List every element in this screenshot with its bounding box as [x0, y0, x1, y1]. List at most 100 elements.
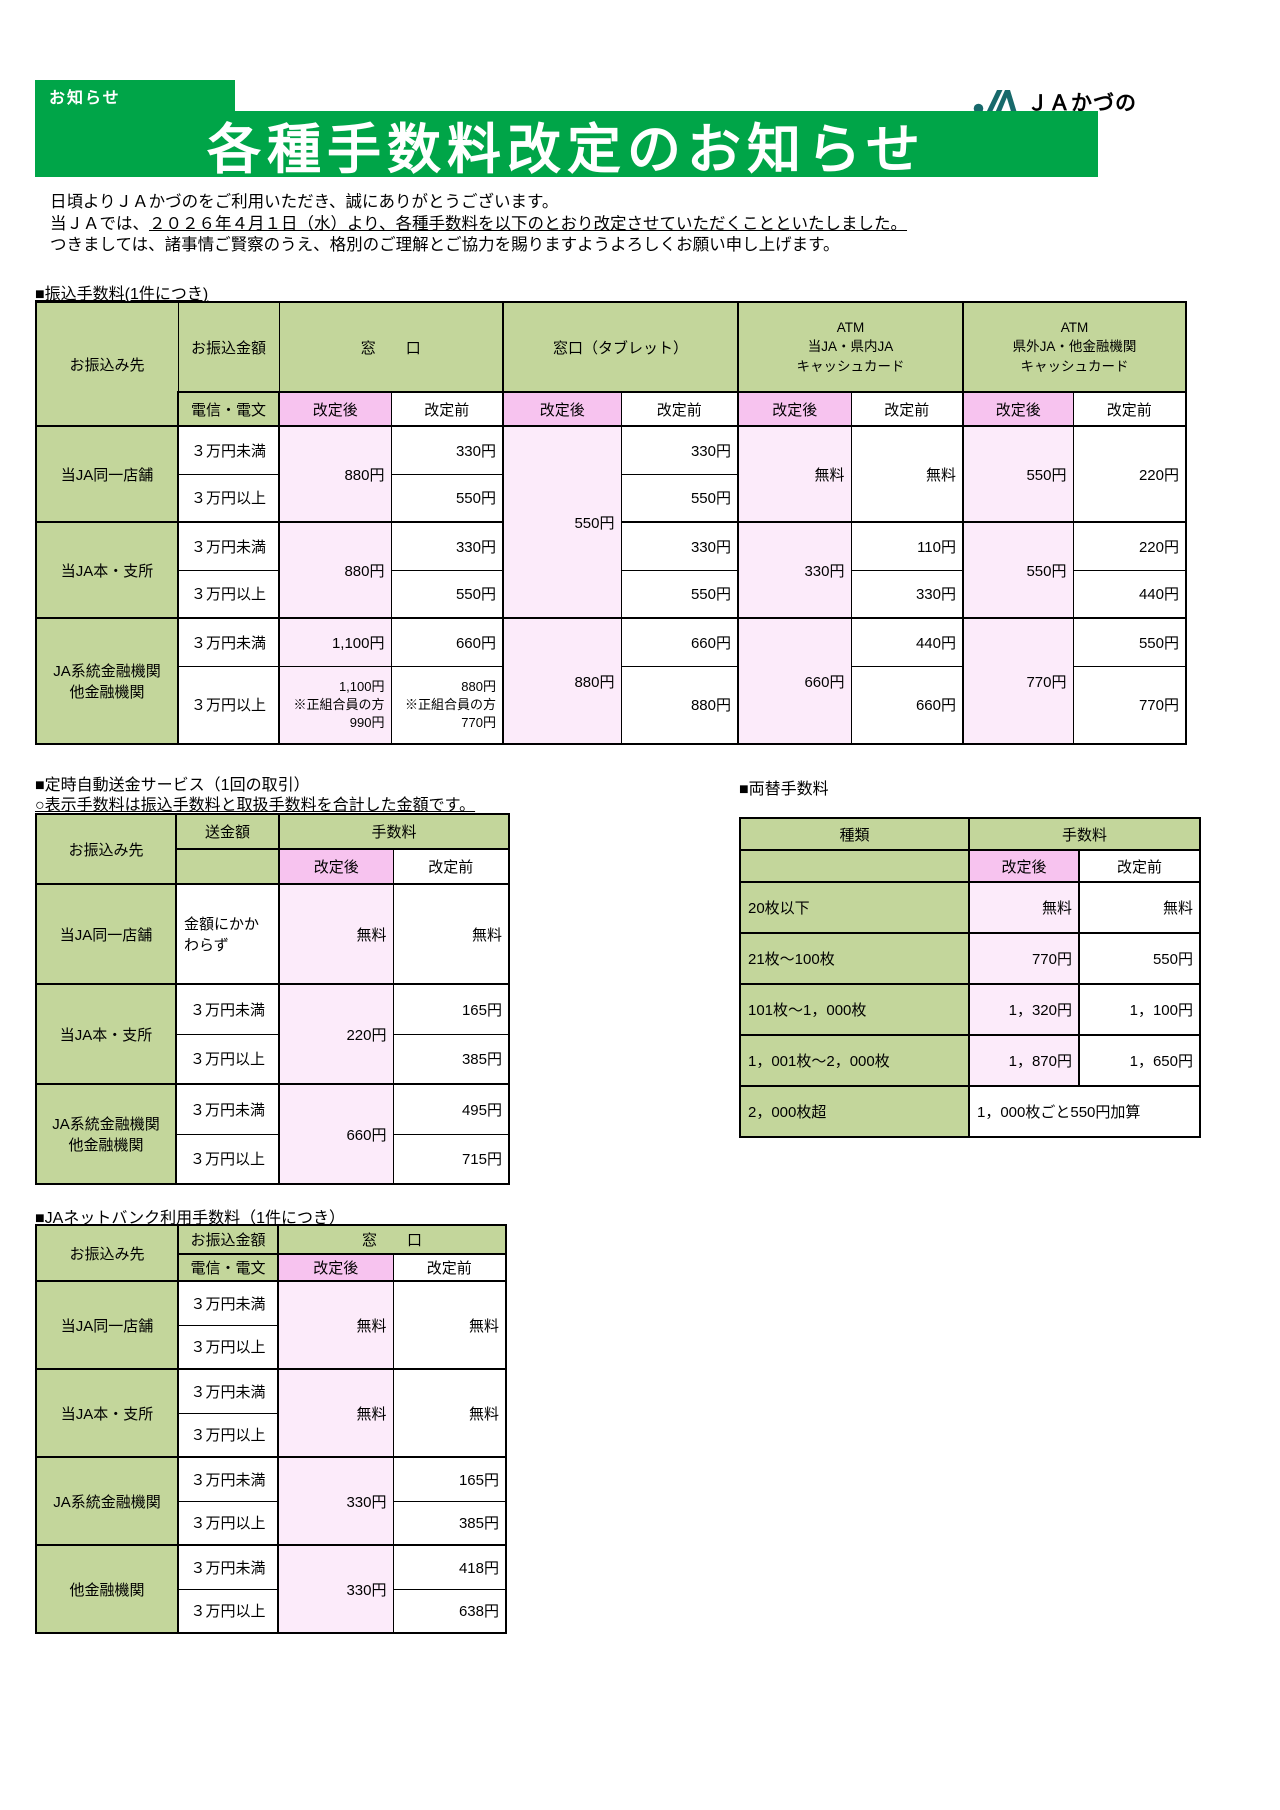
- fee-cell: 880円: [620, 665, 739, 745]
- fee-cell: 330円: [277, 1456, 394, 1546]
- th-before: 改定前: [850, 391, 964, 427]
- fee-cell: 110円: [850, 521, 964, 571]
- empty-cell: [175, 848, 280, 885]
- fee-cell: 660円: [737, 617, 852, 745]
- exchange-fee-table: 種類 手数料 改定後 改定前 20枚以下 無料 無料 21枚～100枚 770円…: [739, 817, 1201, 1138]
- th-counter: 窓 口: [277, 1224, 507, 1255]
- transfer-table-caption: ■振込手数料(1件につき): [35, 286, 209, 303]
- revision-date-text: ２０２６年４月１日（水）より、各種手数料を以下のとおり改定させていただくこととい…: [149, 214, 908, 233]
- exchange-caption: ■両替手数料: [739, 781, 829, 798]
- row-label: JA系統金融機関 他金融機関: [35, 1083, 177, 1185]
- row-label: JA系統金融機関 他金融機関: [35, 617, 179, 745]
- amount-label: ３万円未満: [177, 1280, 279, 1326]
- fee-cell: 330円: [620, 425, 739, 475]
- fee-cell: 無料: [1078, 881, 1201, 934]
- fee-cell: 550円: [502, 425, 622, 619]
- brand-name: ＪＡかづの: [1027, 91, 1137, 115]
- fee-cell: 無料: [968, 881, 1080, 934]
- fee-cell: 880円: [278, 521, 392, 619]
- row-label: 21枚～100枚: [739, 932, 970, 985]
- th-atm-inside: ATM 当JA・県内JA キャッシュカード: [737, 301, 964, 393]
- fee-cell: 330円: [737, 521, 852, 619]
- fee-cell: 715円: [392, 1133, 510, 1185]
- amount-label: ３万円未満: [177, 425, 280, 475]
- amount-label: ３万円未満: [175, 983, 280, 1035]
- amount-label: ３万円未満: [177, 1456, 279, 1502]
- amount-label: ３万円未満: [177, 617, 280, 667]
- ja-logo-icon: [973, 84, 1017, 119]
- th-after: 改定後: [737, 391, 852, 427]
- intro-line-2: 当ＪＡでは、２０２６年４月１日（水）より、各種手数料を以下のとおり改定させていた…: [50, 214, 908, 233]
- netbank-caption: ■JAネットバンク利用手数料（1件につき）: [35, 1210, 346, 1227]
- netbank-fee-table: お振込み先 お振込金額 窓 口 電信・電文 改定後 改定前 当JA同一店舗 ３万…: [35, 1224, 507, 1634]
- fee-cell: 550円: [962, 425, 1074, 523]
- intro-line-3: つきましては、諸事情ご賢察のうえ、格別のご理解とご協力を賜りますようよろしくお願…: [50, 236, 840, 254]
- fee-cell: 880円 ※正組合員の方 770円: [390, 665, 504, 745]
- fee-cell: 無料: [392, 883, 510, 985]
- fee-cell: 220円: [1072, 521, 1187, 571]
- fee-cell: 660円: [278, 1083, 394, 1185]
- amount-label: ３万円以上: [175, 1133, 280, 1185]
- amount-label: ３万円以上: [177, 1588, 279, 1634]
- autoremit-fee-table: お振込み先 送金額 手数料 改定後 改定前 当JA同一店舗 金額にかか わらず …: [35, 813, 510, 1185]
- th-tablet: 窓口（タブレット）: [502, 301, 739, 393]
- fee-cell: 無料: [277, 1280, 394, 1370]
- th-counter: 窓 口: [278, 301, 504, 393]
- th-destination: お振込み先: [35, 301, 179, 427]
- page-title: 各種手数料改定のお知らせ: [207, 119, 926, 180]
- fee-cell: 770円: [1072, 665, 1187, 745]
- fee-cell: 550円: [620, 473, 739, 523]
- th-amount: お振込金額: [177, 301, 280, 393]
- transfer-fee-table: お振込み先 お振込金額 窓 口 窓口（タブレット） ATM 当JA・県内JA キ…: [35, 301, 1187, 745]
- fee-cell: 550円: [390, 569, 504, 619]
- th-atm-outside: ATM 県外JA・他金融機関 キャッシュカード: [962, 301, 1187, 393]
- th-after: 改定後: [278, 391, 392, 427]
- fee-cell: 440円: [1072, 569, 1187, 619]
- fee-cell: 418円: [392, 1544, 507, 1590]
- th-wire: 電信・電文: [177, 1253, 279, 1282]
- autoremit-subcaption: ○表示手数料は振込手数料と取扱手数料を合計した金額です。: [35, 797, 476, 814]
- th-wire: 電信・電文: [177, 391, 280, 427]
- notice-tab: お知らせ: [35, 80, 235, 111]
- empty-cell: [739, 849, 970, 883]
- brand: ＪＡかづの: [973, 84, 1137, 119]
- title-banner: 各種手数料改定のお知らせ: [35, 111, 1098, 180]
- fee-cell: 無料: [278, 883, 394, 985]
- fee-cell: 330円: [277, 1544, 394, 1634]
- amount-label: ３万円未満: [177, 1368, 279, 1414]
- fee-cell: 550円: [962, 521, 1074, 619]
- fee-note-cell: 1，000枚ごと550円加算: [968, 1085, 1201, 1138]
- fee-cell: 330円: [620, 521, 739, 571]
- th-before: 改定前: [620, 391, 739, 427]
- autoremit-caption: ■定時自動送金サービス（1回の取引）: [35, 777, 310, 794]
- fee-cell: 無料: [737, 425, 852, 523]
- amount-label: ３万円未満: [175, 1083, 280, 1135]
- fee-cell: 1,100円: [278, 617, 392, 667]
- row-label: 101枚～1，000枚: [739, 983, 970, 1036]
- amount-label: ３万円未満: [177, 521, 280, 571]
- fee-cell: 220円: [1072, 425, 1187, 523]
- notice-tab-label: お知らせ: [49, 89, 121, 107]
- th-destination: お振込み先: [35, 1224, 179, 1282]
- intro-line-1: 日頃よりＪＡかづのをご利用いただき、誠にありがとうございます。: [50, 193, 559, 211]
- row-label: 当JA本・支所: [35, 1368, 179, 1458]
- th-amount: お振込金額: [177, 1224, 279, 1255]
- th-before: 改定前: [1078, 849, 1201, 883]
- th-after: 改定後: [968, 849, 1080, 883]
- fee-cell: 550円: [620, 569, 739, 619]
- amount-label: ３万円以上: [177, 1500, 279, 1546]
- fee-cell: 550円: [1072, 617, 1187, 667]
- fee-cell: 1，100円: [1078, 983, 1201, 1036]
- fee-cell: 880円: [278, 425, 392, 523]
- fee-cell: 無料: [392, 1280, 507, 1370]
- th-before: 改定前: [392, 1253, 507, 1282]
- amount-label: ３万円以上: [177, 1324, 279, 1370]
- row-label: 20枚以下: [739, 881, 970, 934]
- fee-cell: 440円: [850, 617, 964, 667]
- fee-cell: 330円: [390, 521, 504, 571]
- th-before: 改定前: [392, 848, 510, 885]
- th-after: 改定後: [502, 391, 622, 427]
- fee-cell: 495円: [392, 1083, 510, 1135]
- intro-text: 日頃よりＪＡかづのをご利用いただき、誠にありがとうございます。 当ＪＡでは、２０…: [50, 192, 1130, 257]
- amount-label: ３万円以上: [177, 569, 280, 619]
